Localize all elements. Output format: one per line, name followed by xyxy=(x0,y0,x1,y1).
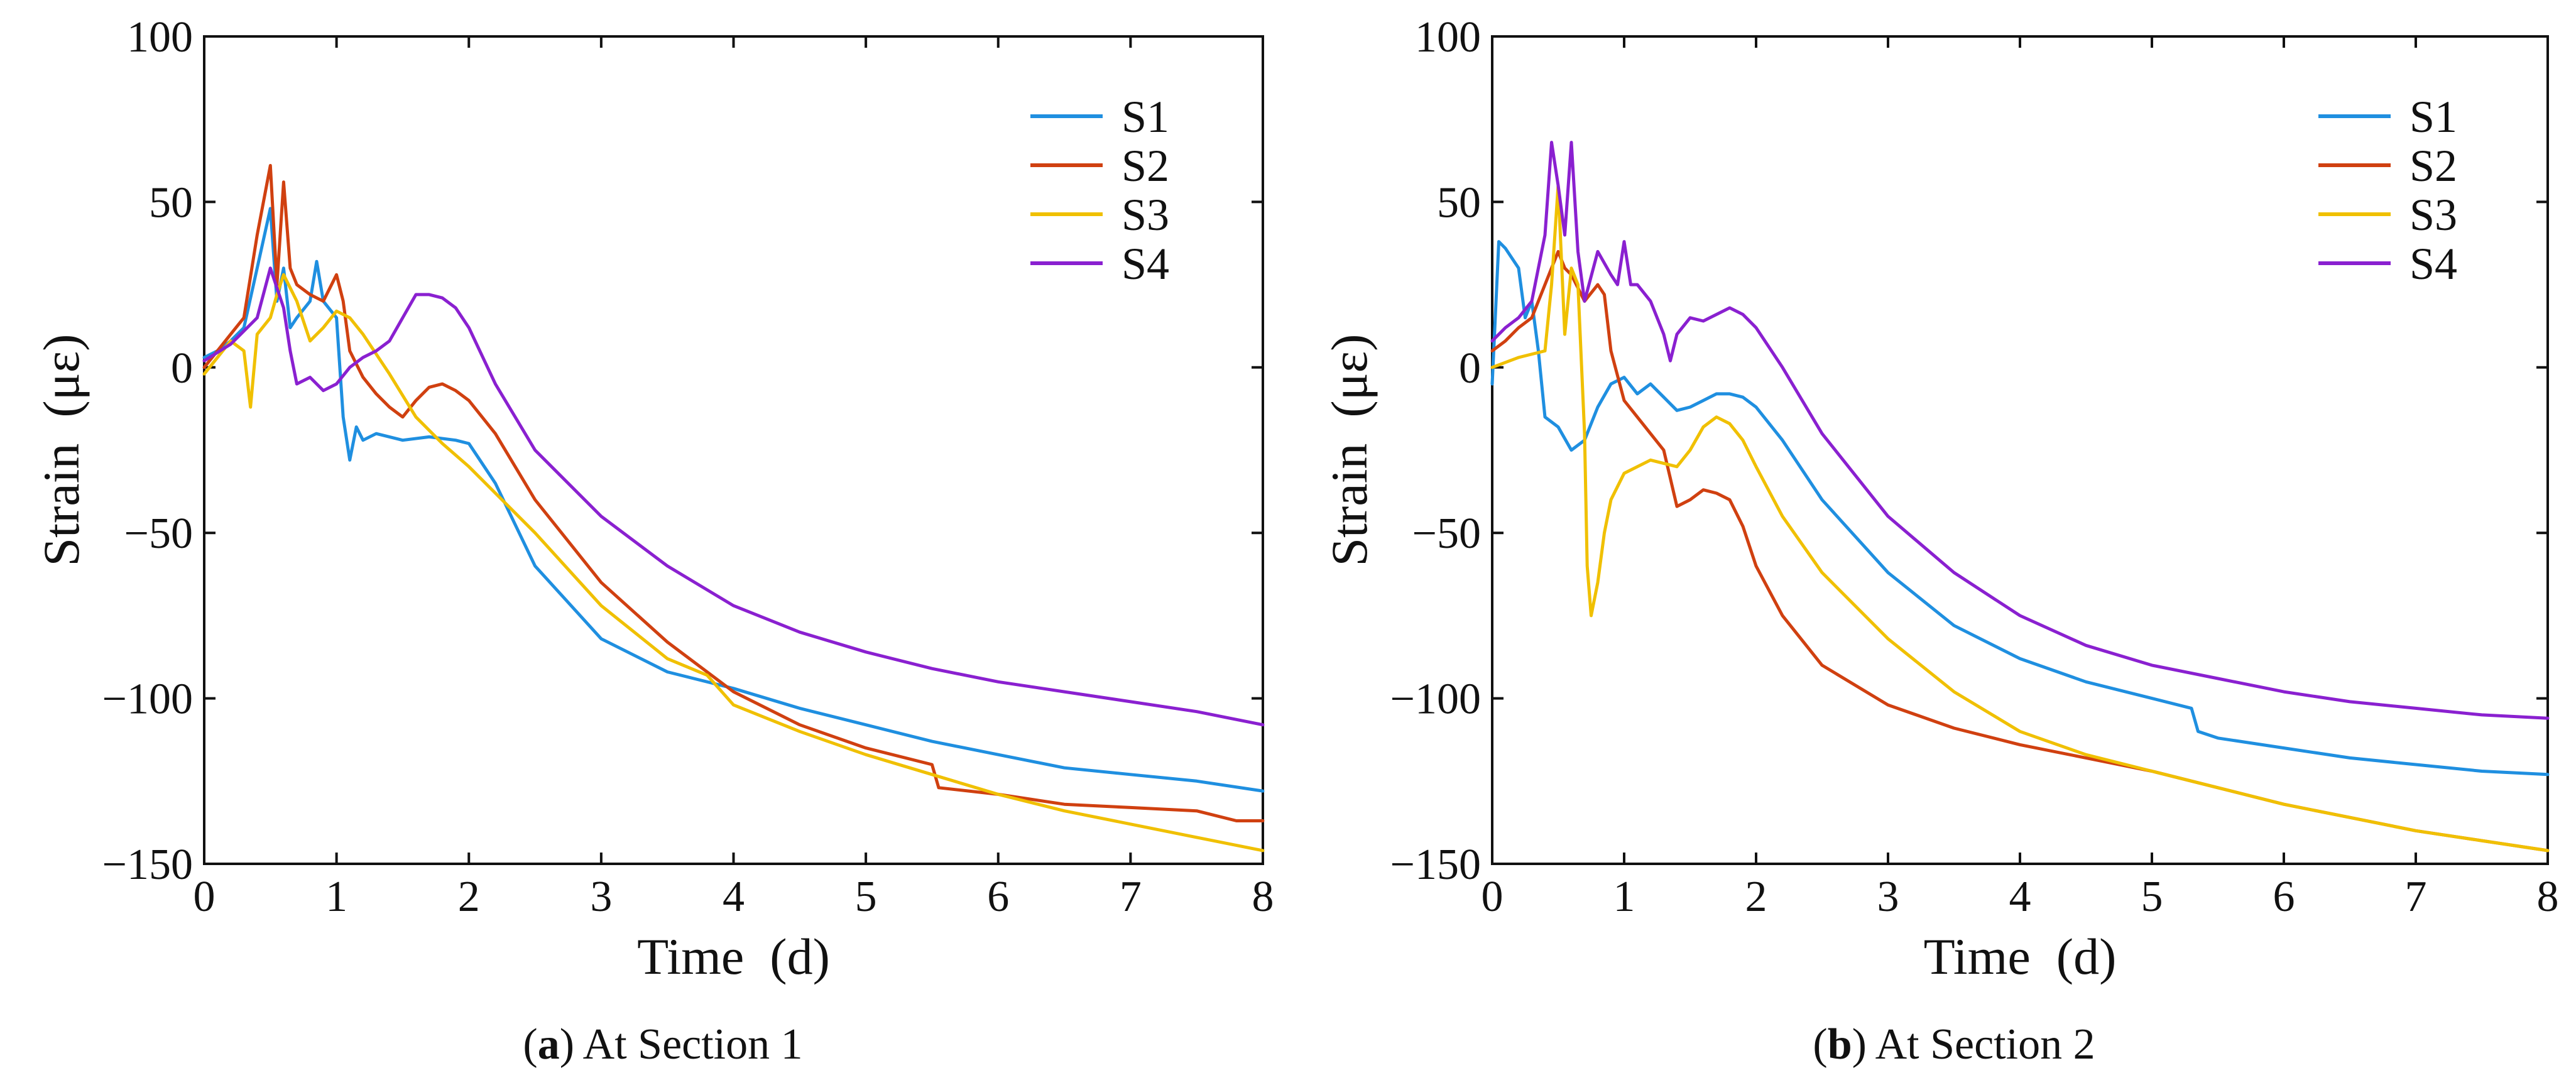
x-tick-label: 8 xyxy=(2537,873,2559,921)
x-tick-label: 7 xyxy=(1120,873,1142,921)
y-axis-title: Strain (με) xyxy=(1321,334,1378,567)
legend-label-s1: S1 xyxy=(1122,92,1169,142)
y-axis-title: Strain (με) xyxy=(33,334,90,567)
x-tick-label: 6 xyxy=(987,873,1009,921)
x-tick-label: 1 xyxy=(325,873,347,921)
y-tick-label: 100 xyxy=(127,13,193,62)
x-tick-label: 8 xyxy=(1252,873,1274,921)
panel-a-section-1: 0 1 2 3 4 5 6 7 8 100 50 0 −50 −100 −150 Time (d) Strain… xyxy=(33,13,1274,1069)
plot-frame xyxy=(203,35,1264,865)
x-tick-label: 7 xyxy=(2405,873,2427,921)
legend-label-s3: S3 xyxy=(1122,190,1169,240)
panel-letter: b xyxy=(1828,1020,1852,1069)
x-tick-label: 5 xyxy=(855,873,877,921)
x-tick-label: 2 xyxy=(458,873,480,921)
x-tick-label: 4 xyxy=(2009,873,2031,921)
x-axis-title: Time (d) xyxy=(637,928,830,985)
y-tick-label: −50 xyxy=(124,510,193,558)
panel-caption-text: At Section 2 xyxy=(1875,1020,2095,1069)
legend-label-s1: S1 xyxy=(2410,92,2457,142)
series-line-s3 xyxy=(1490,183,2550,853)
x-tick-label: 6 xyxy=(2273,873,2295,921)
panel-caption: (a) At Section 1 xyxy=(523,1020,802,1069)
x-tick-label: 3 xyxy=(590,873,612,921)
legend-label-s2: S2 xyxy=(1122,141,1169,191)
y-tick-label: −100 xyxy=(1390,675,1481,724)
panel-caption-text: At Section 1 xyxy=(583,1020,803,1069)
legend-label-s4: S4 xyxy=(1122,239,1169,289)
y-tick-label: −150 xyxy=(1390,841,1481,889)
plot-frame xyxy=(1491,35,2549,865)
x-axis-title: Time (d) xyxy=(1924,928,2117,985)
series-line-s4 xyxy=(202,266,1265,727)
x-tick-label: 0 xyxy=(1482,873,1504,921)
legend-label-s2: S2 xyxy=(2410,141,2457,191)
series-line-s4 xyxy=(1490,141,2550,720)
x-tick-label: 0 xyxy=(194,873,216,921)
panel-b-section-2: 0 1 2 3 4 5 6 7 8 100 50 0 −50 −100 −150 Time (d) Strain… xyxy=(1321,13,2559,1069)
y-tick-label: 100 xyxy=(1415,13,1481,62)
panel-caption: (b) At Section 2 xyxy=(1813,1020,2095,1069)
y-tick-label: −100 xyxy=(102,675,193,724)
x-tick-label: 3 xyxy=(1877,873,1899,921)
y-tick-label: −150 xyxy=(102,841,193,889)
x-tick-label: 1 xyxy=(1613,873,1635,921)
series-line-s3 xyxy=(202,273,1265,853)
y-tick-label: 0 xyxy=(171,344,193,393)
x-tick-label: 4 xyxy=(723,873,745,921)
x-tick-label: 2 xyxy=(1745,873,1767,921)
series-line-s2 xyxy=(202,164,1265,822)
x-tick-label: 5 xyxy=(2141,873,2163,921)
y-tick-label: 0 xyxy=(1459,344,1481,393)
series-line-s1 xyxy=(1490,240,2550,777)
y-tick-label: 50 xyxy=(149,178,193,227)
y-tick-label: −50 xyxy=(1412,510,1481,558)
legend-label-s3: S3 xyxy=(2410,190,2457,240)
panel-letter: a xyxy=(538,1020,560,1069)
y-tick-label: 50 xyxy=(1437,178,1481,227)
legend-label-s4: S4 xyxy=(2410,239,2457,289)
